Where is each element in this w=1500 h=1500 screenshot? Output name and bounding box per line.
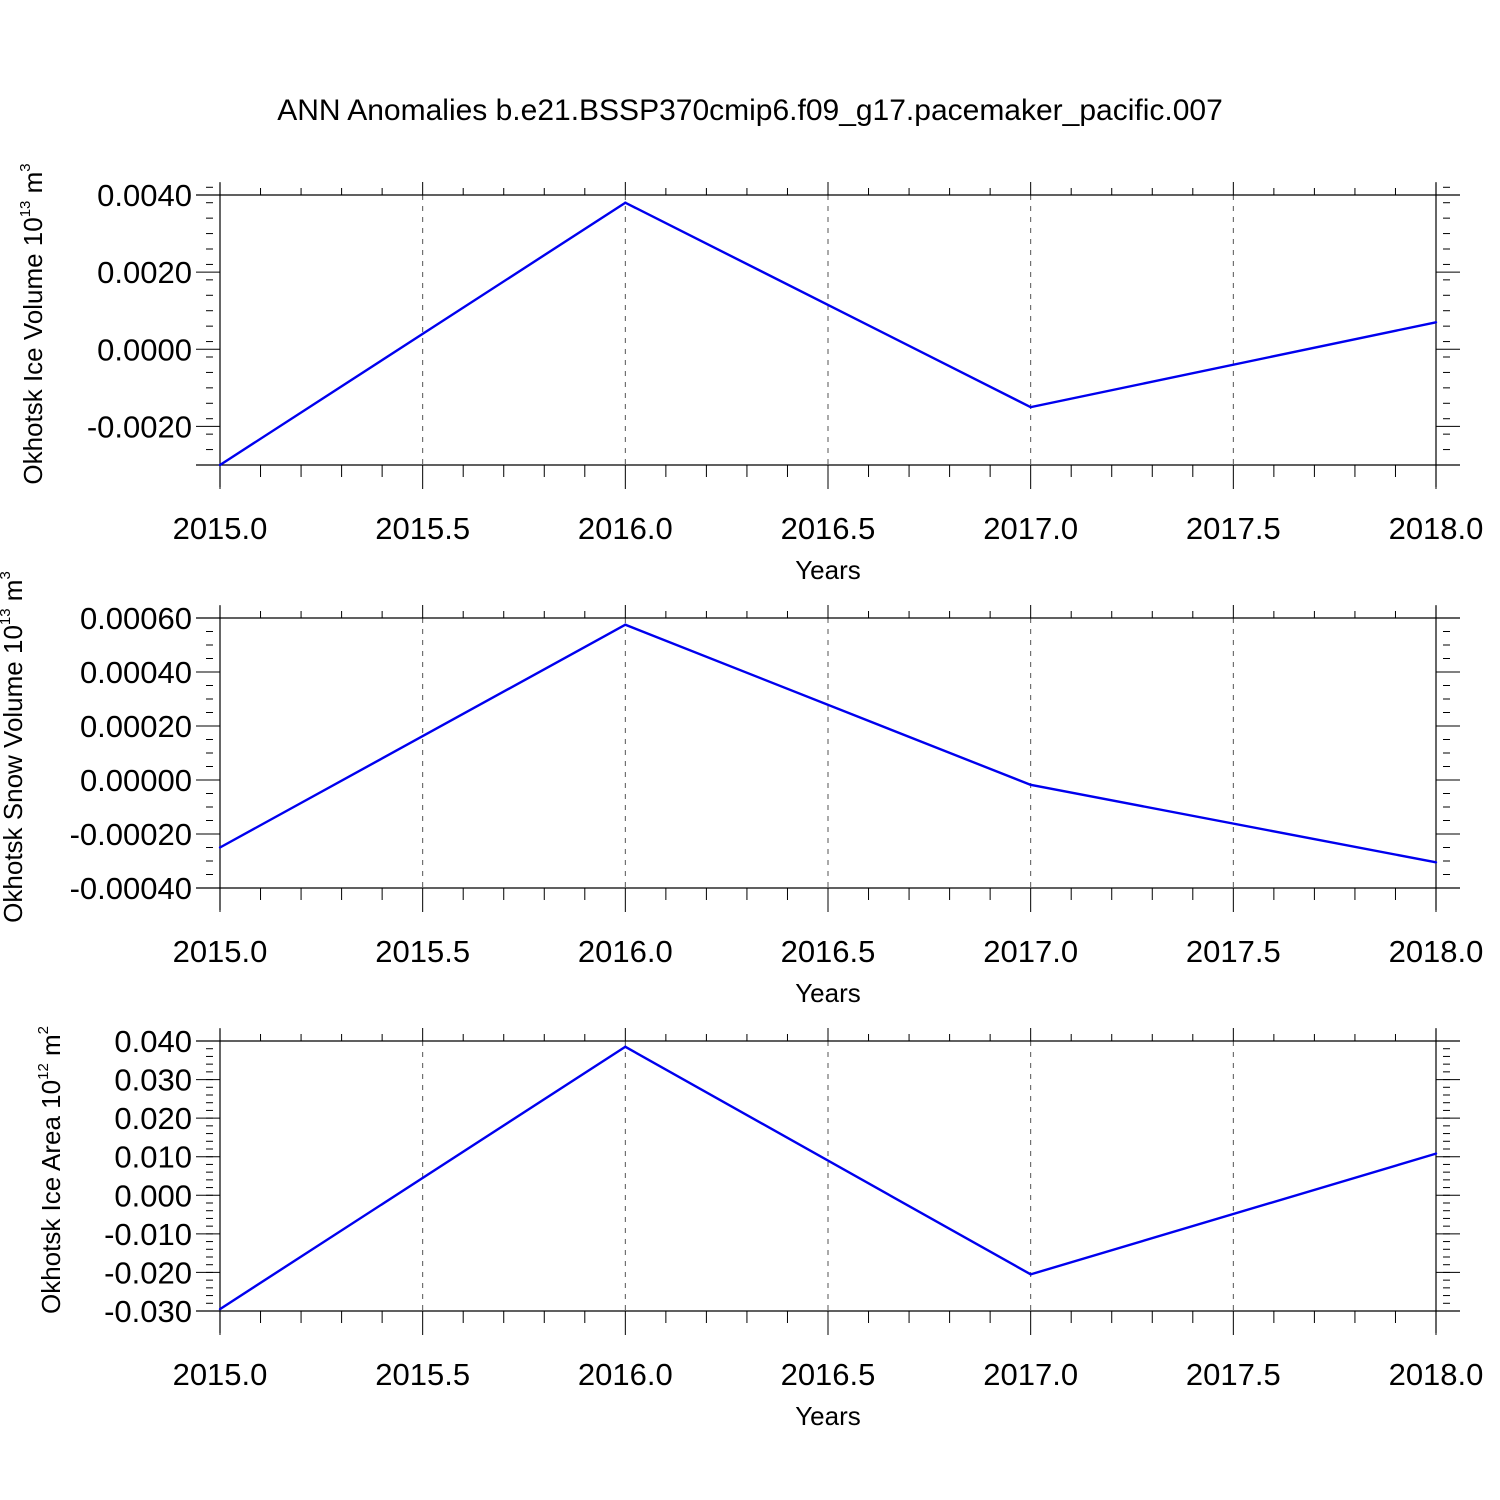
- y-tick-label: 0.00040: [80, 655, 192, 690]
- chart-panel-2: 2015.0 2015.5 2016.0 2016.5 2017.0 2017.5 2018…: [0, 571, 1483, 1008]
- data-point: [218, 1307, 222, 1311]
- y-tick-label: 0.0000: [97, 332, 192, 367]
- y-axis-title-exponent: 13: [17, 201, 34, 218]
- y-tick-label: 0.0020: [97, 255, 192, 290]
- x-axis-title: Years: [795, 555, 861, 585]
- y-tick-label: -0.030: [104, 1294, 192, 1329]
- chart-panel-3: 2015.0 2015.5 2016.0 2016.5 2017.0 2017.5 2018…: [35, 1024, 1483, 1431]
- y-axis-title-unit-exponent: 3: [17, 163, 34, 171]
- y-axis-title-unit-exponent: 2: [35, 1026, 52, 1034]
- y-tick-label: 0.000: [114, 1178, 192, 1213]
- y-tick-label: -0.010: [104, 1217, 192, 1252]
- y-tick-label: -0.0020: [87, 409, 192, 444]
- data-point: [1029, 405, 1032, 409]
- y-axis-title-exponent: 12: [35, 1063, 52, 1080]
- x-tick-label: 2017.5: [1186, 1357, 1281, 1392]
- y-tick-label: 0.00000: [80, 763, 192, 798]
- x-tick-label: 2015.0: [173, 511, 268, 546]
- y-tick-label: -0.00020: [70, 817, 192, 852]
- panels: 2015.0 2015.5 2016.0 2016.5 2017.0 2017.5 2018…: [0, 163, 1483, 1431]
- y-axis-title-unit: m: [36, 1034, 66, 1063]
- y-axis-title-exponent: 13: [0, 608, 14, 625]
- y-tick-label: 0.00060: [80, 601, 192, 636]
- data-point: [218, 463, 222, 467]
- x-tick-label: 2017.0: [983, 934, 1078, 969]
- y-tick-label: -0.00040: [70, 871, 192, 906]
- y-axis-title: Okhotsk Ice Volume 1013 m3: [17, 163, 48, 484]
- x-tick-label: 2018.0: [1389, 934, 1484, 969]
- data-point: [624, 623, 627, 626]
- figure-title: ANN Anomalies b.e21.BSSP370cmip6.f09_g17…: [277, 94, 1223, 127]
- data-point: [624, 1045, 627, 1048]
- x-tick-label: 2016.0: [578, 511, 673, 546]
- y-axis-title-unit-exponent: 3: [0, 571, 14, 579]
- y-tick-label: 0.030: [114, 1063, 192, 1098]
- x-tick-label: 2015.5: [375, 1357, 470, 1392]
- x-tick-label: 2016.5: [781, 934, 876, 969]
- y-axis-title: Okhotsk Ice Area 1012 m2: [35, 1026, 66, 1314]
- x-tick-label: 2017.5: [1186, 511, 1281, 546]
- y-axis-title-text: Okhotsk Ice Volume 10: [18, 217, 48, 484]
- x-tick-label: 2015.5: [375, 511, 470, 546]
- y-axis-title-text: Okhotsk Ice Area 10: [36, 1080, 66, 1314]
- y-tick-label: -0.020: [104, 1255, 192, 1290]
- y-axis-title-unit: m: [18, 172, 48, 201]
- series-line: [219, 201, 1437, 467]
- y-tick-label: 0.0040: [97, 178, 192, 213]
- data-point: [1029, 783, 1032, 787]
- data-point: [1029, 1273, 1032, 1276]
- x-axis-title: Years: [795, 1401, 861, 1431]
- x-tick-label: 2018.0: [1389, 511, 1484, 546]
- y-axis-title-unit: m: [0, 580, 28, 609]
- x-tick-label: 2015.0: [173, 934, 268, 969]
- series-line: [219, 1045, 1437, 1311]
- data-point: [218, 846, 222, 849]
- x-axis-title: Years: [795, 978, 861, 1008]
- x-tick-label: 2016.5: [781, 1357, 876, 1392]
- data-point: [1434, 861, 1438, 864]
- y-tick-label: 0.00020: [80, 709, 192, 744]
- y-tick-label: 0.040: [114, 1024, 192, 1059]
- y-tick-label: 0.020: [114, 1101, 192, 1136]
- data-point: [1434, 1152, 1438, 1155]
- x-tick-label: 2017.0: [983, 511, 1078, 546]
- y-axis-title-text: Okhotsk Snow Volume 10: [0, 625, 28, 923]
- x-tick-label: 2016.5: [781, 511, 876, 546]
- x-tick-label: 2018.0: [1389, 1357, 1484, 1392]
- series-line: [219, 623, 1437, 864]
- x-tick-label: 2015.0: [173, 1357, 268, 1392]
- data-point: [624, 201, 627, 204]
- x-tick-label: 2017.5: [1186, 934, 1281, 969]
- data-point: [1434, 321, 1438, 324]
- x-tick-label: 2015.5: [375, 934, 470, 969]
- x-tick-label: 2016.0: [578, 1357, 673, 1392]
- x-tick-label: 2017.0: [983, 1357, 1078, 1392]
- y-axis-title: Okhotsk Snow Volume 1013 m3: [0, 571, 28, 923]
- chart-panel-1: 2015.0 2015.5 2016.0 2016.5 2017.0 2017.5 2018…: [17, 163, 1483, 585]
- x-tick-label: 2016.0: [578, 934, 673, 969]
- y-tick-label: 0.010: [114, 1140, 192, 1175]
